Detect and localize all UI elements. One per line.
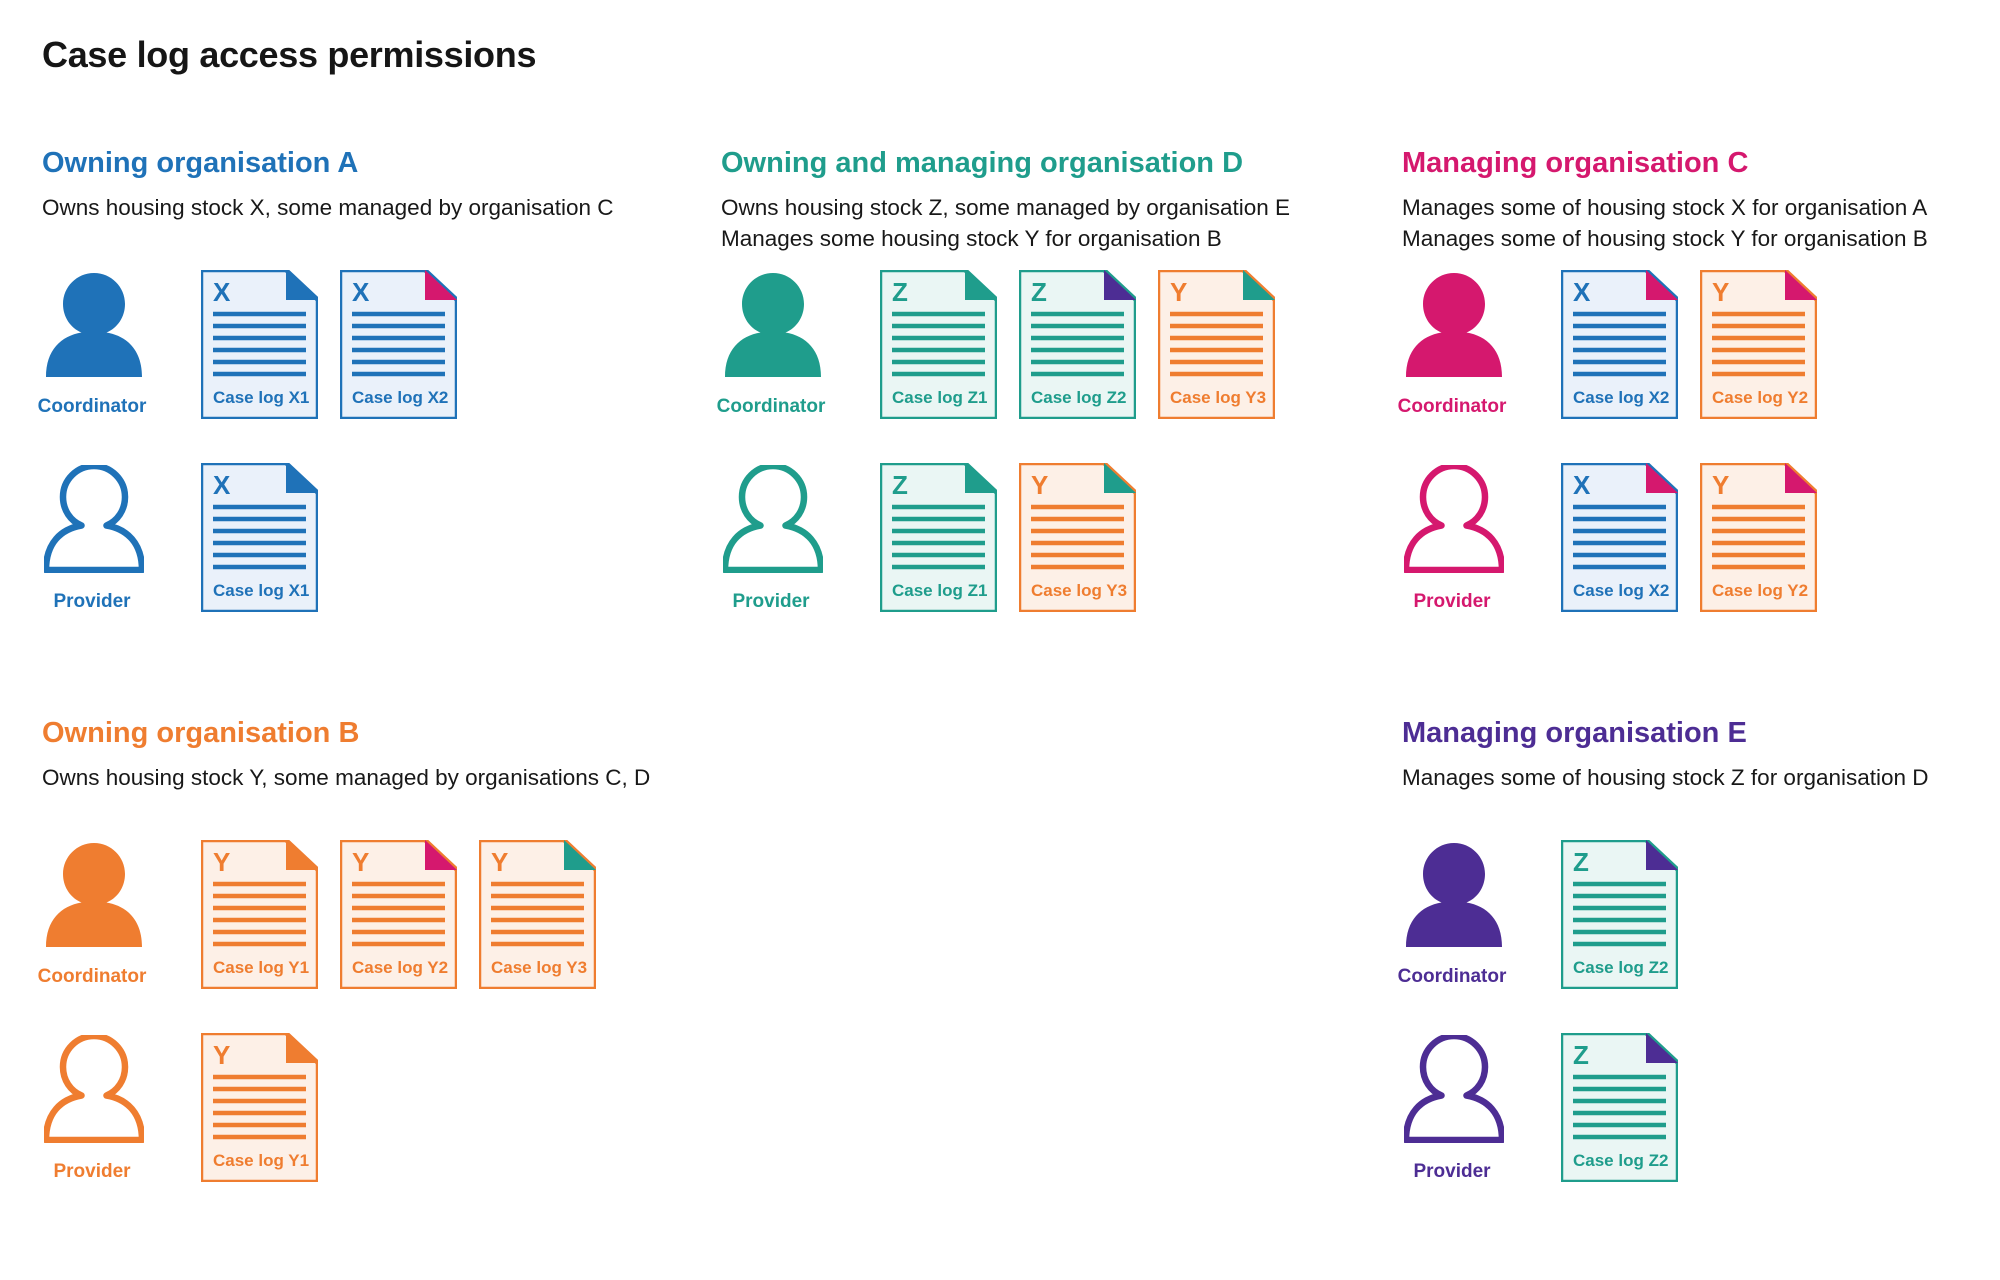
- svg-text:Y: Y: [213, 1040, 230, 1070]
- svg-text:Case log Y2: Case log Y2: [352, 958, 448, 977]
- svg-text:X: X: [1573, 470, 1591, 500]
- svg-text:Case log Z2: Case log Z2: [1573, 958, 1668, 977]
- svg-text:X: X: [1573, 277, 1591, 307]
- svg-text:Y: Y: [213, 847, 230, 877]
- svg-text:Y: Y: [1031, 470, 1048, 500]
- svg-text:Y: Y: [1712, 277, 1729, 307]
- svg-text:Case log X1: Case log X1: [213, 388, 309, 407]
- svg-text:Case log Z2: Case log Z2: [1031, 388, 1126, 407]
- svg-text:Z: Z: [892, 277, 908, 307]
- svg-text:Case log Z1: Case log Z1: [892, 581, 987, 600]
- svg-text:Case log X2: Case log X2: [1573, 581, 1669, 600]
- svg-text:Case log Y2: Case log Y2: [1712, 388, 1808, 407]
- svg-text:Y: Y: [352, 847, 369, 877]
- svg-text:X: X: [213, 470, 231, 500]
- svg-text:Case log X2: Case log X2: [1573, 388, 1669, 407]
- svg-text:Z: Z: [1573, 847, 1589, 877]
- svg-text:Case log Y2: Case log Y2: [1712, 581, 1808, 600]
- svg-text:Case log X2: Case log X2: [352, 388, 448, 407]
- svg-text:Case log Z2: Case log Z2: [1573, 1151, 1668, 1170]
- svg-text:Case log Y3: Case log Y3: [1170, 388, 1266, 407]
- svg-text:Z: Z: [1573, 1040, 1589, 1070]
- svg-text:Case log X1: Case log X1: [213, 581, 309, 600]
- svg-text:Case log Z1: Case log Z1: [892, 388, 987, 407]
- svg-text:Y: Y: [491, 847, 508, 877]
- svg-text:Case log Y3: Case log Y3: [491, 958, 587, 977]
- svg-text:Case log Y3: Case log Y3: [1031, 581, 1127, 600]
- svg-text:Y: Y: [1712, 470, 1729, 500]
- svg-text:Y: Y: [1170, 277, 1187, 307]
- svg-text:X: X: [213, 277, 231, 307]
- svg-text:Z: Z: [892, 470, 908, 500]
- svg-text:Case log Y1: Case log Y1: [213, 958, 309, 977]
- svg-text:Z: Z: [1031, 277, 1047, 307]
- svg-text:Case log Y1: Case log Y1: [213, 1151, 309, 1170]
- svg-text:X: X: [352, 277, 370, 307]
